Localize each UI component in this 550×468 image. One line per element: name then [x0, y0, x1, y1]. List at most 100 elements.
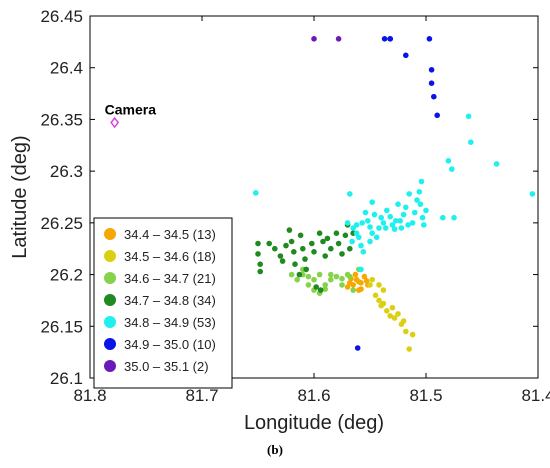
legend-marker — [104, 272, 116, 284]
point-s2-11 — [350, 287, 357, 293]
legend-marker — [104, 250, 116, 262]
point-s2-16 — [328, 271, 334, 278]
legend-entry: 34.8 – 34.9 (53) — [124, 315, 216, 330]
point-s2-20 — [305, 273, 312, 280]
point-s4-50 — [398, 225, 405, 231]
point-s5-7 — [354, 345, 361, 351]
point-s1-12 — [369, 276, 376, 283]
point-s1-9 — [409, 331, 416, 338]
point-s3-16 — [311, 249, 317, 255]
camera-label: Camera — [105, 102, 157, 118]
point-s1-3 — [384, 308, 390, 314]
point-s2-4 — [311, 276, 317, 283]
point-s3-33 — [317, 287, 324, 293]
point-s4-12 — [371, 211, 378, 218]
point-s1-15 — [378, 302, 385, 309]
point-s3-19 — [322, 253, 329, 259]
legend-marker — [104, 360, 116, 372]
point-s5-2 — [403, 52, 409, 59]
point-s0-9 — [358, 286, 364, 292]
point-s4-44 — [393, 218, 399, 224]
y-tick-label: 26.4 — [50, 59, 83, 78]
point-s2-5 — [316, 271, 323, 278]
x-tick-label: 81.4 — [521, 386, 550, 405]
point-s4-21 — [400, 211, 407, 218]
point-s0-3 — [344, 284, 351, 290]
point-s3-9 — [286, 227, 293, 233]
point-s5-0 — [381, 36, 388, 42]
point-s4-15 — [384, 207, 390, 214]
point-s3-10 — [288, 238, 295, 245]
point-s0-12 — [356, 279, 362, 285]
point-s3-4 — [266, 240, 273, 247]
x-tick-label: 81.8 — [73, 386, 106, 405]
point-s0-8 — [352, 271, 359, 278]
point-s3-17 — [316, 230, 323, 236]
point-s4-10 — [367, 224, 373, 230]
point-s4-6 — [358, 242, 364, 249]
point-s2-7 — [328, 276, 334, 283]
point-s4-19 — [395, 201, 401, 207]
point-s4-9 — [365, 218, 371, 224]
point-s4-25 — [412, 209, 418, 216]
axis-ticks: 81.8 81.7 81.6 81.5 81.4 26.1 26.15 26.2 26.25 26… — [40, 7, 550, 405]
point-s4-35 — [449, 166, 455, 172]
panel-label: (b) — [267, 442, 283, 457]
point-s0-11 — [363, 278, 370, 284]
point-s4-4 — [353, 230, 360, 236]
camera-diamond-icon — [110, 116, 120, 129]
point-s3-1 — [255, 251, 261, 257]
point-s4-32 — [440, 214, 446, 221]
point-s2-17 — [339, 275, 345, 282]
x-tick-label: 81.7 — [185, 386, 218, 405]
point-s4-33 — [451, 214, 457, 221]
point-s5-9 — [428, 80, 435, 86]
point-s4-2 — [344, 220, 351, 226]
point-s6-1 — [335, 36, 342, 42]
point-s3-25 — [342, 232, 349, 239]
point-s1-14 — [380, 287, 387, 293]
point-s4-8 — [362, 209, 369, 216]
point-s4-41 — [369, 230, 376, 236]
point-s4-23 — [406, 191, 413, 197]
y-tick-label: 26.35 — [40, 110, 83, 129]
point-s1-4 — [387, 313, 394, 319]
y-tick-label: 26.2 — [50, 266, 83, 285]
point-s4-28 — [418, 178, 425, 185]
point-s4-24 — [409, 220, 416, 226]
legend-marker — [104, 316, 116, 328]
point-s1-6 — [395, 311, 401, 317]
point-s3-20 — [324, 235, 331, 242]
point-s3-3 — [257, 268, 264, 275]
legend-box — [93, 217, 233, 389]
point-s1-8 — [403, 328, 409, 335]
point-s4-38 — [493, 161, 500, 167]
point-s1-16 — [389, 304, 396, 311]
point-s0-10 — [347, 280, 353, 286]
point-s3-32 — [313, 284, 320, 290]
point-s5-6 — [434, 112, 441, 119]
point-s5-8 — [387, 36, 394, 42]
point-s2-6 — [322, 282, 329, 288]
point-s3-31 — [303, 266, 310, 273]
y-tick-label: 26.15 — [40, 317, 83, 336]
point-s3-22 — [333, 230, 340, 236]
point-s4-1 — [347, 191, 353, 197]
point-s4-34 — [445, 158, 452, 164]
point-s4-7 — [360, 249, 367, 255]
legend-marker — [104, 228, 116, 240]
point-s4-48 — [353, 222, 360, 228]
point-s4-37 — [468, 139, 474, 145]
y-tick-label: 26.45 — [40, 7, 83, 26]
x-tick-label: 81.5 — [409, 386, 442, 405]
point-s2-0 — [288, 271, 295, 278]
point-s4-18 — [391, 226, 398, 232]
point-s4-27 — [416, 189, 423, 195]
point-s4-0 — [253, 190, 259, 196]
y-tick-label: 26.1 — [50, 369, 83, 388]
x-axis-label: Longitude (deg) — [244, 412, 384, 434]
point-s4-39 — [529, 191, 536, 197]
point-s2-8 — [333, 273, 340, 280]
point-s4-49 — [382, 225, 389, 231]
point-s2-18 — [347, 273, 353, 280]
